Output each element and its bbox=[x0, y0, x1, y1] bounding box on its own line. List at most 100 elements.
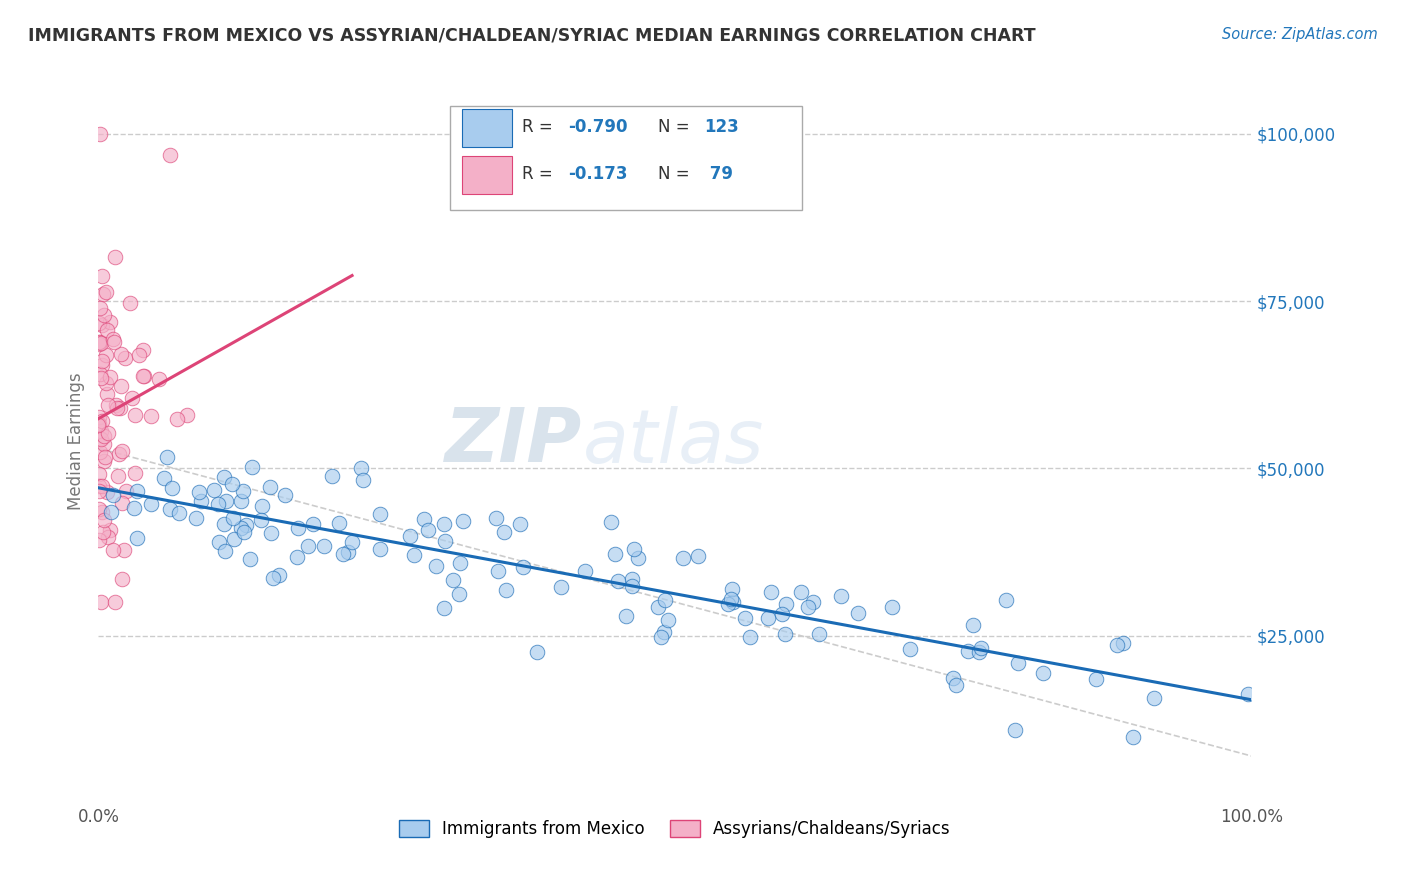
Point bbox=[212, 470, 235, 484]
Point bbox=[790, 585, 813, 599]
Point bbox=[141, 497, 163, 511]
Point bbox=[399, 529, 422, 543]
Point bbox=[186, 511, 208, 525]
Point bbox=[342, 535, 364, 549]
Point bbox=[830, 589, 852, 603]
Point bbox=[87, 502, 110, 516]
Point bbox=[447, 587, 470, 601]
Text: N =: N = bbox=[658, 119, 695, 136]
Point bbox=[721, 582, 744, 597]
Point bbox=[235, 517, 257, 532]
Point bbox=[721, 595, 744, 609]
Point bbox=[96, 387, 118, 401]
Legend: Immigrants from Mexico, Assyrians/Chaldeans/Syriacs: Immigrants from Mexico, Assyrians/Chalde… bbox=[392, 814, 957, 845]
Point bbox=[738, 630, 761, 644]
Point bbox=[87, 478, 110, 492]
Point bbox=[650, 631, 672, 645]
Point bbox=[621, 572, 644, 586]
Point bbox=[1122, 730, 1144, 744]
Point bbox=[93, 308, 115, 322]
Point bbox=[139, 409, 162, 423]
FancyBboxPatch shape bbox=[461, 109, 512, 147]
Point bbox=[120, 296, 142, 310]
Point bbox=[101, 333, 124, 347]
Point bbox=[160, 482, 183, 496]
Point bbox=[614, 609, 637, 624]
Point bbox=[91, 505, 114, 519]
Point bbox=[97, 530, 120, 544]
Point bbox=[94, 348, 117, 362]
Point bbox=[734, 611, 756, 625]
Point bbox=[96, 285, 118, 299]
Point bbox=[770, 607, 793, 621]
Point bbox=[287, 520, 309, 534]
Point bbox=[603, 547, 626, 561]
Point bbox=[404, 548, 426, 562]
Point bbox=[967, 645, 990, 659]
Point bbox=[90, 371, 112, 385]
Point bbox=[132, 343, 155, 358]
Point bbox=[425, 559, 447, 574]
Point bbox=[259, 480, 281, 494]
Point bbox=[232, 525, 254, 540]
FancyBboxPatch shape bbox=[461, 156, 512, 194]
Point bbox=[332, 547, 354, 561]
Point bbox=[321, 469, 343, 483]
Point bbox=[222, 511, 245, 525]
Point bbox=[441, 573, 464, 587]
Point bbox=[112, 542, 135, 557]
Point bbox=[232, 483, 254, 498]
Point bbox=[945, 678, 967, 692]
Point bbox=[962, 618, 984, 632]
Point bbox=[215, 494, 238, 508]
Text: N =: N = bbox=[658, 165, 695, 183]
Point bbox=[132, 369, 155, 384]
Point bbox=[97, 426, 120, 441]
Point bbox=[214, 544, 236, 558]
Point bbox=[208, 535, 231, 549]
Text: ZIP: ZIP bbox=[446, 405, 582, 478]
Point bbox=[93, 437, 115, 451]
Point bbox=[124, 500, 146, 515]
Point bbox=[91, 318, 114, 333]
Point bbox=[90, 414, 112, 428]
Point bbox=[202, 483, 225, 498]
Point bbox=[898, 642, 921, 657]
Point bbox=[1143, 691, 1166, 706]
Point bbox=[93, 428, 115, 442]
Point bbox=[1085, 672, 1108, 686]
Text: Source: ZipAtlas.com: Source: ZipAtlas.com bbox=[1222, 27, 1378, 42]
Point bbox=[970, 640, 993, 655]
Point bbox=[103, 334, 125, 349]
Point bbox=[267, 568, 290, 582]
Point bbox=[107, 469, 129, 483]
Point bbox=[132, 369, 155, 384]
Point bbox=[89, 334, 111, 349]
Point bbox=[250, 513, 273, 527]
Point bbox=[262, 570, 284, 584]
Point bbox=[1007, 656, 1029, 670]
Point bbox=[1237, 687, 1260, 701]
Point bbox=[686, 549, 709, 563]
FancyBboxPatch shape bbox=[450, 105, 801, 211]
Point bbox=[121, 391, 143, 405]
Point bbox=[110, 378, 132, 392]
Y-axis label: Median Earnings: Median Earnings bbox=[66, 373, 84, 510]
Point bbox=[207, 497, 229, 511]
Point bbox=[260, 525, 283, 540]
Point bbox=[239, 552, 262, 566]
Point bbox=[312, 539, 335, 553]
Text: R =: R = bbox=[522, 119, 558, 136]
Point bbox=[433, 534, 456, 549]
Point bbox=[214, 516, 236, 531]
Point bbox=[801, 595, 824, 609]
Point bbox=[222, 532, 245, 546]
Point bbox=[652, 624, 675, 639]
Point bbox=[98, 315, 121, 329]
Point bbox=[942, 671, 965, 685]
Point bbox=[97, 398, 120, 412]
Point bbox=[486, 564, 509, 578]
Point bbox=[994, 593, 1017, 607]
Text: atlas: atlas bbox=[582, 406, 763, 477]
Point bbox=[1105, 638, 1128, 652]
